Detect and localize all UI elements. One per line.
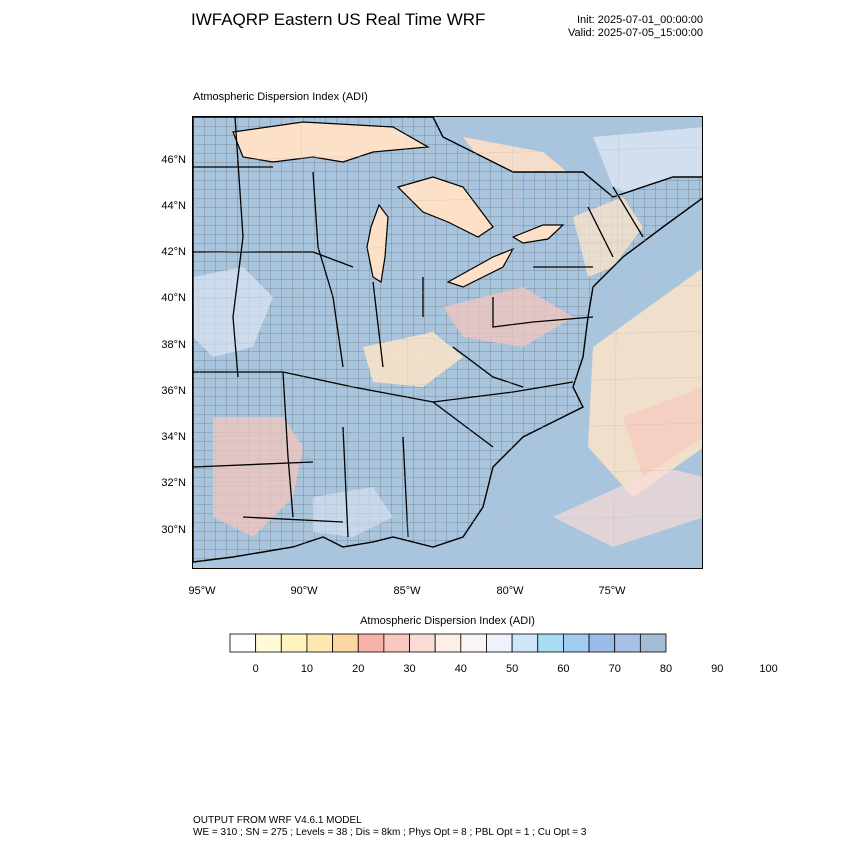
- great-lakes: [232, 121, 565, 288]
- colorbar-box: [537, 633, 564, 653]
- colorbar-box: [229, 633, 257, 653]
- lat-label: 38°N: [161, 339, 186, 351]
- lat-label: 46°N: [161, 154, 186, 166]
- colorbar-box: [486, 633, 513, 653]
- colorbar-label: 30: [403, 663, 416, 675]
- field-title: Atmospheric Dispersion Index (ADI): [193, 91, 368, 103]
- colorbar-label: 0: [252, 663, 259, 675]
- lat-label: 34°N: [161, 431, 186, 443]
- lat-label: 44°N: [161, 200, 186, 212]
- legend-title: Atmospheric Dispersion Index (ADI): [360, 615, 535, 627]
- colorbar-label: 40: [454, 663, 467, 675]
- lat-label: 40°N: [161, 292, 186, 304]
- lon-label: 80°W: [496, 585, 524, 597]
- lake-erie: [446, 247, 515, 288]
- colorbar-label: 80: [659, 663, 673, 675]
- init-time: Init: 2025-07-01_00:00:00: [577, 14, 703, 26]
- colorbar-label: 10: [300, 663, 314, 675]
- colorbar-box: [332, 633, 359, 653]
- lon-label: 85°W: [393, 585, 421, 597]
- lat-label: 30°N: [161, 524, 186, 536]
- colorbar-box: [434, 633, 462, 653]
- model-params: WE = 310 ; SN = 275 ; Levels = 38 ; Dis …: [193, 827, 587, 838]
- lake-michigan: [366, 203, 389, 283]
- colorbar-box: [588, 633, 616, 653]
- colorbar-box: [255, 633, 282, 653]
- colorbar-label: 60: [557, 663, 570, 675]
- lon-label: 75°W: [598, 585, 626, 597]
- colorbar-box: [357, 633, 385, 653]
- colorbar-label: 20: [352, 663, 365, 675]
- colorbar: [229, 633, 667, 653]
- colorbar-label: 90: [711, 663, 724, 675]
- colorbar-box: [306, 633, 333, 653]
- colorbar-label: 100: [759, 663, 778, 675]
- lat-label: 32°N: [161, 477, 186, 489]
- map-frame: [192, 116, 703, 569]
- lake-ontario: [511, 224, 565, 244]
- colorbar-label: 50: [505, 663, 519, 675]
- lake-huron: [396, 176, 494, 238]
- colorbar-box: [409, 633, 436, 653]
- main-title: IWFAQRP Eastern US Real Time WRF: [191, 10, 486, 29]
- valid-time: Valid: 2025-07-05_15:00:00: [568, 27, 703, 39]
- colorbar-label: 70: [608, 663, 621, 675]
- lat-label: 36°N: [161, 385, 186, 397]
- colorbar-box: [511, 633, 539, 653]
- colorbar-box: [639, 633, 667, 653]
- colorbar-box: [460, 633, 487, 653]
- lake-superior: [232, 121, 430, 163]
- lon-label: 90°W: [290, 585, 318, 597]
- graticule: [193, 117, 702, 568]
- colorbar-box: [383, 633, 410, 653]
- colorbar-box: [280, 633, 308, 653]
- map-canvas: [193, 117, 702, 568]
- model-info: OUTPUT FROM WRF V4.6.1 MODEL: [193, 815, 362, 826]
- lat-label: 42°N: [161, 246, 186, 258]
- colorbar-box: [563, 633, 590, 653]
- colorbar-box: [614, 633, 641, 653]
- land-area: [193, 117, 702, 563]
- lon-label: 95°W: [188, 585, 216, 597]
